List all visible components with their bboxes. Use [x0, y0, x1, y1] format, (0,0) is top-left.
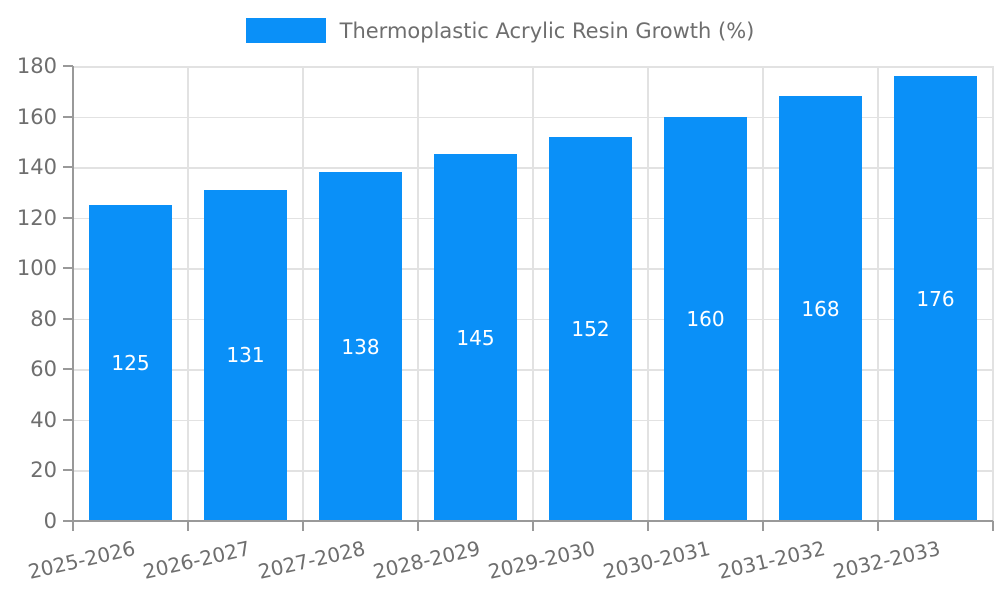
plot-area: 125 131 138 145 152 160 168 176: [72, 66, 994, 523]
y-tick-label: 120: [16, 205, 57, 230]
bar: 168: [779, 96, 862, 521]
legend-swatch: [245, 18, 326, 43]
x-tick-mark: [877, 521, 879, 531]
y-tick-mark: [63, 216, 73, 219]
bar-value-label: 131: [226, 343, 265, 368]
x-tick-label: 2028-2029: [371, 536, 483, 584]
bar: 138: [319, 172, 402, 521]
x-tick-mark: [302, 521, 304, 531]
y-tick-mark: [63, 166, 73, 169]
gridline-vertical: [302, 66, 304, 521]
x-tick-mark: [72, 521, 74, 531]
bar-value-label: 168: [801, 296, 840, 321]
y-tick-label: 20: [30, 458, 57, 483]
bar: 160: [664, 116, 747, 521]
x-tick-mark: [647, 521, 649, 531]
bar-value-label: 125: [111, 351, 150, 375]
bar: 152: [549, 136, 632, 521]
y-tick-mark: [63, 267, 73, 270]
gridline-vertical: [762, 66, 764, 521]
x-tick-mark: [187, 521, 189, 531]
gridline-vertical: [532, 66, 534, 521]
y-tick-mark: [63, 115, 73, 118]
gridline-vertical: [187, 66, 189, 521]
y-tick-mark: [63, 317, 73, 320]
y-tick-mark: [63, 65, 73, 67]
gridline-vertical: [992, 66, 994, 521]
x-tick-label: 2029-2030: [486, 536, 598, 584]
bar: 131: [204, 189, 287, 521]
x-tick-label: 2031-2032: [716, 536, 828, 584]
x-tick-label: 2032-2033: [831, 536, 943, 584]
y-tick-label: 100: [16, 256, 57, 281]
x-tick-label: 2025-2026: [26, 536, 138, 584]
legend: Thermoplastic Acrylic Resin Growth (%): [0, 18, 1000, 43]
x-tick-label: 2026-2027: [141, 536, 253, 584]
bar-value-label: 176: [916, 286, 955, 311]
y-tick-mark: [63, 469, 73, 472]
y-tick-label: 0: [43, 509, 57, 533]
gridline-vertical: [417, 66, 419, 521]
y-tick-mark: [63, 520, 73, 522]
x-tick-label: 2030-2031: [601, 536, 713, 584]
x-tick-mark: [417, 521, 419, 531]
y-tick-label: 80: [30, 306, 57, 331]
x-tick-mark: [532, 521, 534, 531]
bar-value-label: 138: [341, 334, 380, 359]
x-tick-mark: [762, 521, 764, 531]
x-tick-label: 2027-2028: [256, 536, 368, 584]
bar-value-label: 160: [686, 306, 725, 331]
y-tick-mark: [63, 368, 73, 371]
gridline-vertical: [877, 66, 879, 521]
y-tick-label: 40: [30, 407, 57, 432]
bar-value-label: 152: [571, 316, 610, 341]
y-axis-line: [72, 66, 74, 523]
y-tick-label: 140: [16, 155, 57, 180]
y-tick-label: 180: [16, 54, 57, 78]
gridline-vertical: [647, 66, 649, 521]
bar: 176: [894, 76, 977, 521]
legend-label: Thermoplastic Acrylic Resin Growth (%): [339, 18, 755, 43]
bar-value-label: 145: [456, 325, 495, 350]
bar: 145: [434, 154, 517, 521]
y-tick-label: 60: [30, 357, 57, 382]
x-tick-mark: [992, 521, 994, 531]
bar: 125: [89, 205, 172, 521]
y-tick-mark: [63, 418, 73, 421]
y-tick-label: 160: [16, 104, 57, 129]
